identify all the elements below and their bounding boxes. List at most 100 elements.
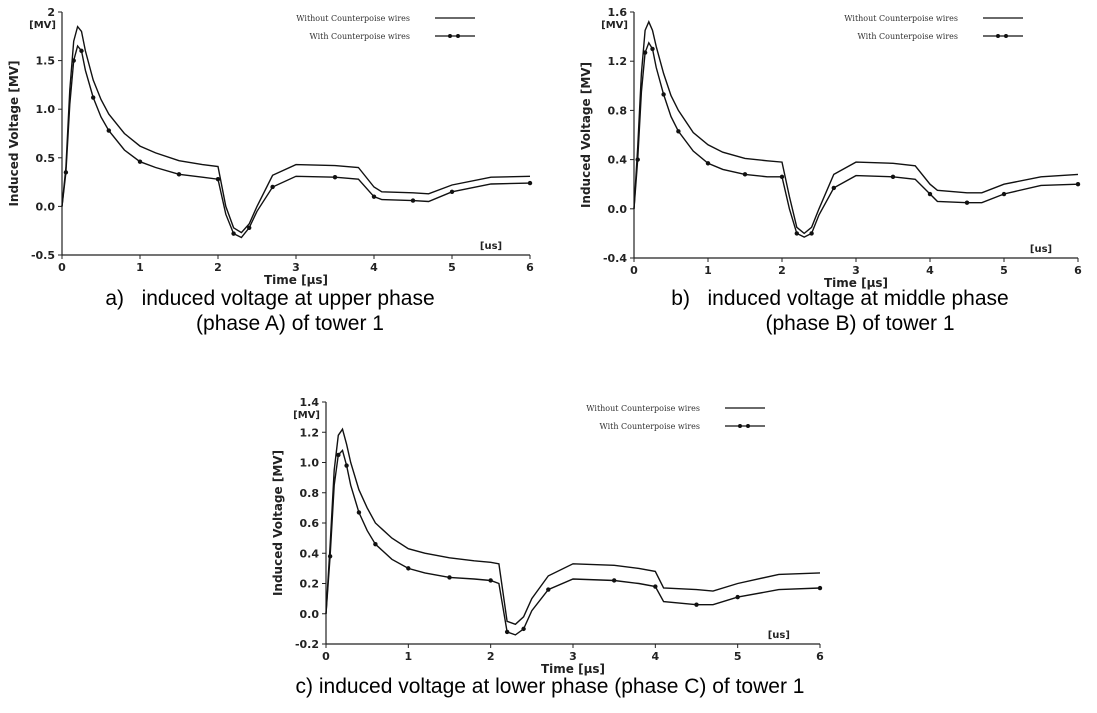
x-tick-label: 6 [526, 261, 534, 274]
y-tick-label: 0.5 [36, 152, 56, 165]
x-tick-label: 0 [322, 650, 330, 663]
legend-label-1: Without Counterpoise wires [586, 404, 700, 413]
chart-panel-b: -0.4 0.0 0.4 0.8 1.2 1.6 0 1 2 3 4 5 6 [MV] [us] Time [… [548, 0, 1097, 290]
caption-c-line1: c) induced voltage at lower phase (phase… [295, 675, 805, 698]
x-axis-title: Time [µs] [264, 273, 328, 287]
caption-a-line2: (phase A) of tower 1 [196, 312, 384, 335]
series-line-1 [633, 20, 1079, 235]
x-tick-label: 0 [630, 264, 638, 277]
y-tick-label: 0.4 [300, 547, 320, 560]
series-marker [546, 587, 551, 592]
series-marker [488, 578, 493, 583]
series-marker [521, 626, 526, 632]
series-marker [809, 231, 814, 236]
x-tick-label: 5 [734, 650, 742, 663]
series-marker [735, 594, 740, 600]
y-unit-label: [MV] [601, 20, 628, 31]
series-marker [344, 463, 349, 468]
series-line-2 [61, 44, 531, 239]
legend-marker [1004, 34, 1008, 38]
series-marker [794, 231, 799, 236]
series-marker [356, 510, 362, 515]
series-line-1 [61, 25, 531, 234]
legend-label-1: Without Counterpoise wires [296, 14, 410, 23]
series-marker [527, 180, 533, 186]
y-tick-label: 2 [47, 6, 55, 19]
series-marker [676, 129, 681, 134]
series-marker [611, 578, 617, 583]
x-axis-title: Time [µs] [824, 276, 888, 290]
y-tick-label: 1.2 [608, 55, 628, 68]
series-marker [336, 452, 341, 458]
y-tick-label: 1.2 [300, 426, 320, 439]
legend-marker [448, 34, 452, 38]
series-marker [504, 629, 510, 635]
series-marker [779, 174, 785, 180]
y-unit-label: [MV] [293, 410, 320, 421]
caption-a: a) induced voltage at upper phase (phase… [60, 286, 480, 336]
series-marker [231, 231, 236, 236]
y-tick-label: 0.0 [300, 608, 320, 621]
series-line-1 [325, 427, 821, 626]
chart-panel-a: -0.5 0.0 0.5 1.0 1.5 2 0 1 2 3 4 5 6 [MV] [us] Time [µs… [0, 0, 548, 287]
caption-b-line1: induced voltage at middle phase [707, 287, 1009, 310]
y-axis-title: Induced Voltage [MV] [7, 60, 21, 206]
caption-c: c) induced voltage at lower phase (phase… [220, 674, 880, 699]
x-unit-label: [us] [480, 241, 502, 252]
caption-a-label: a) [105, 287, 125, 310]
x-axis-title: Time [µs] [541, 662, 605, 676]
series-marker [79, 48, 84, 54]
series-marker [1001, 191, 1007, 197]
y-tick-label: 1.0 [36, 103, 56, 116]
x-tick-label: 3 [569, 650, 577, 663]
legend-marker [456, 34, 460, 38]
series-line-2 [325, 449, 821, 636]
x-tick-label: 2 [778, 264, 786, 277]
series-marker [449, 189, 455, 195]
series-marker [410, 198, 416, 203]
series-marker [635, 157, 640, 162]
series-marker [964, 200, 970, 205]
legend-label-1: Without Counterpoise wires [844, 14, 958, 23]
series-marker [106, 128, 112, 133]
legend-label-2: With Counterpoise wires [857, 32, 958, 41]
series-marker [831, 185, 836, 191]
series-marker [447, 575, 452, 580]
legend-marker [738, 424, 742, 428]
legend-label-2: With Counterpoise wires [599, 422, 700, 431]
series-marker [63, 170, 69, 175]
legend-marker [996, 34, 1000, 38]
series-marker [270, 184, 275, 190]
chart-a-svg: -0.5 0.0 0.5 1.0 1.5 2 0 1 2 3 4 5 6 [MV] [us] Time [µs… [7, 6, 534, 287]
y-tick-label: 1.0 [300, 457, 320, 470]
x-unit-label: [us] [768, 630, 790, 641]
series-marker [742, 172, 748, 177]
y-tick-label: 1.6 [608, 6, 628, 19]
x-tick-label: 2 [214, 261, 222, 274]
series-marker [661, 92, 666, 97]
x-tick-label: 1 [704, 264, 712, 277]
y-tick-label: 1.4 [300, 396, 320, 409]
y-axis-title: Induced Voltage [MV] [579, 62, 593, 208]
y-tick-label: 0.0 [608, 203, 628, 216]
x-tick-label: 3 [292, 261, 300, 274]
series-marker [694, 602, 699, 607]
series-marker [91, 95, 96, 100]
series-line-2 [633, 41, 1079, 238]
x-tick-label: 3 [852, 264, 860, 277]
series-marker [373, 541, 378, 547]
caption-a-line1: induced voltage at upper phase [141, 287, 435, 310]
y-tick-label: -0.2 [295, 638, 319, 651]
y-tick-label: -0.4 [603, 252, 627, 265]
x-tick-label: 0 [58, 261, 66, 274]
series-marker [890, 174, 896, 180]
caption-b: b) induced voltage at middle phase (phas… [620, 286, 1060, 336]
y-tick-label: 1.5 [36, 55, 56, 68]
caption-b-line2: (phase B) of tower 1 [765, 312, 955, 335]
series-marker [927, 191, 933, 197]
caption-b-label: b) [671, 287, 690, 310]
y-axis-title: Induced Voltage [MV] [271, 450, 285, 596]
x-tick-label: 5 [1000, 264, 1008, 277]
series-marker [406, 566, 411, 571]
series-marker [650, 46, 655, 52]
